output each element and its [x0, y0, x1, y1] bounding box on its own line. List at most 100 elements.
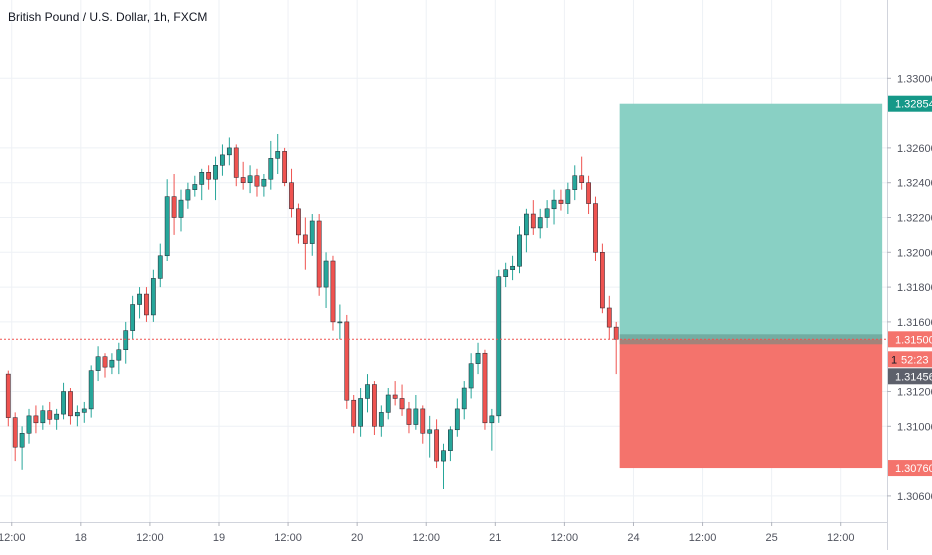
candle-body-up — [475, 352, 481, 364]
candle-body-up — [185, 189, 191, 201]
bar-countdown-label: 52:23 — [901, 354, 929, 366]
candle-body-up — [544, 208, 550, 218]
x-tick-label: 12:00 — [274, 532, 302, 544]
y-tick-label: 1.32200 — [897, 213, 932, 225]
candle-body-up — [61, 391, 66, 415]
x-tick-label: 12:00 — [136, 532, 164, 544]
candle-body-down — [289, 182, 294, 210]
stop-zone[interactable] — [619, 339, 883, 469]
candle-body-up — [226, 147, 232, 156]
y-tick-label: 1.31000 — [897, 421, 932, 433]
candle-body-up — [358, 398, 363, 427]
candle-body-up — [178, 199, 184, 218]
x-tick-label: 20 — [351, 532, 363, 544]
x-tick-label: 12:00 — [412, 532, 440, 544]
candle-body-down — [302, 234, 308, 244]
candle-body-down — [206, 172, 212, 180]
x-tick-label: 12:00 — [551, 532, 579, 544]
x-tick-label: 12:00 — [0, 532, 26, 544]
candle-body-down — [392, 394, 398, 399]
candle-body-up — [123, 330, 129, 350]
candle-body-up — [150, 278, 156, 316]
candle-body-up — [365, 384, 370, 399]
y-tick-label: 1.32400 — [897, 178, 932, 190]
stop-price-label: 1.30760 — [895, 463, 932, 475]
candle-body-up — [323, 260, 329, 288]
y-tick-label: 1.32600 — [897, 143, 932, 155]
candle-body-up — [247, 175, 253, 183]
stop-price-label-bg — [888, 460, 932, 477]
candle-body-up — [503, 269, 509, 277]
candle-body-down — [33, 415, 39, 424]
candle-body-down — [254, 175, 260, 187]
candle-body-up — [261, 178, 267, 187]
candle-body-down — [68, 391, 73, 417]
candle-body-up — [496, 276, 502, 417]
candle-body-up — [537, 217, 543, 229]
candle-body-up — [454, 408, 460, 431]
candle-body-up — [275, 151, 281, 159]
x-tick-label: 12:00 — [827, 532, 855, 544]
candle-body-down — [144, 293, 149, 316]
candle-body-up — [565, 189, 571, 204]
price-axis[interactable]: 1.33000 1.32600 1.32400 1.32200 1.32000 1.318… — [887, 73, 932, 503]
candle-body-up — [268, 158, 274, 180]
last-price-label-bg — [888, 368, 932, 385]
candle-body-down — [233, 147, 239, 178]
candle-body-down — [240, 177, 246, 183]
candle-body-up — [95, 356, 101, 371]
candle-body-up — [524, 213, 529, 236]
x-tick-label: 12:00 — [689, 532, 717, 544]
candle-body-up — [19, 433, 25, 448]
candle-body-up — [192, 184, 198, 190]
candle-body-down — [330, 260, 336, 323]
candle-body-up — [413, 408, 419, 425]
bar-countdown-label-prefix: 1 — [891, 354, 897, 366]
candle-body-down — [344, 321, 350, 401]
y-tick-label: 1.30600 — [897, 491, 932, 503]
candle-body-up — [74, 412, 80, 417]
y-tick-label: 1.33000 — [897, 73, 932, 85]
candle-body-up — [461, 387, 467, 410]
y-tick-label: 1.31200 — [897, 387, 932, 399]
candle-body-up — [213, 165, 218, 180]
candle-body-up — [378, 412, 384, 427]
candle-body-up — [441, 450, 446, 462]
candle-body-up — [109, 359, 115, 368]
candle-body-up — [81, 408, 87, 413]
candle-body-down — [434, 429, 439, 462]
time-axis[interactable]: 12:00 18 12:00 19 12:00 20 12:00 21 12:00 24 12:00… — [0, 522, 854, 544]
candle-body-up — [337, 321, 343, 324]
candle-body-down — [372, 384, 377, 427]
candle-body-down — [406, 408, 412, 425]
candle-body-down — [282, 151, 288, 183]
candle-body-up — [199, 172, 205, 185]
candle-body-down — [102, 356, 108, 368]
candle-body-down — [613, 326, 619, 340]
price-labels: 1.32854 1.31500 1 52:23 1.31456 1.30760 — [888, 95, 932, 477]
long-position-tool[interactable] — [619, 103, 883, 469]
profit-zone[interactable] — [619, 103, 883, 340]
candle-body-down — [296, 208, 301, 236]
x-tick-label: 19 — [213, 532, 225, 544]
candle-body-down — [593, 203, 598, 253]
candle-body-up — [116, 349, 122, 361]
candle-body-up — [448, 429, 453, 451]
y-tick-label: 1.31800 — [897, 282, 932, 294]
candle-body-down — [47, 410, 53, 420]
bar-countdown-label-bg — [888, 351, 932, 368]
candle-body-up — [551, 199, 557, 210]
entry-band[interactable] — [619, 334, 883, 345]
candle-body-up — [164, 196, 170, 257]
candle-body-up — [157, 255, 163, 279]
chart-title: British Pound / U.S. Dollar, 1h, FXCM — [8, 10, 208, 24]
candle-body-up — [88, 370, 94, 410]
candle-body-down — [351, 399, 357, 427]
candle-body-up — [427, 429, 433, 434]
candle-body-down — [558, 199, 564, 204]
candle-body-down — [599, 252, 605, 309]
candle-body-up — [489, 415, 495, 424]
candle-body-down — [420, 408, 426, 434]
